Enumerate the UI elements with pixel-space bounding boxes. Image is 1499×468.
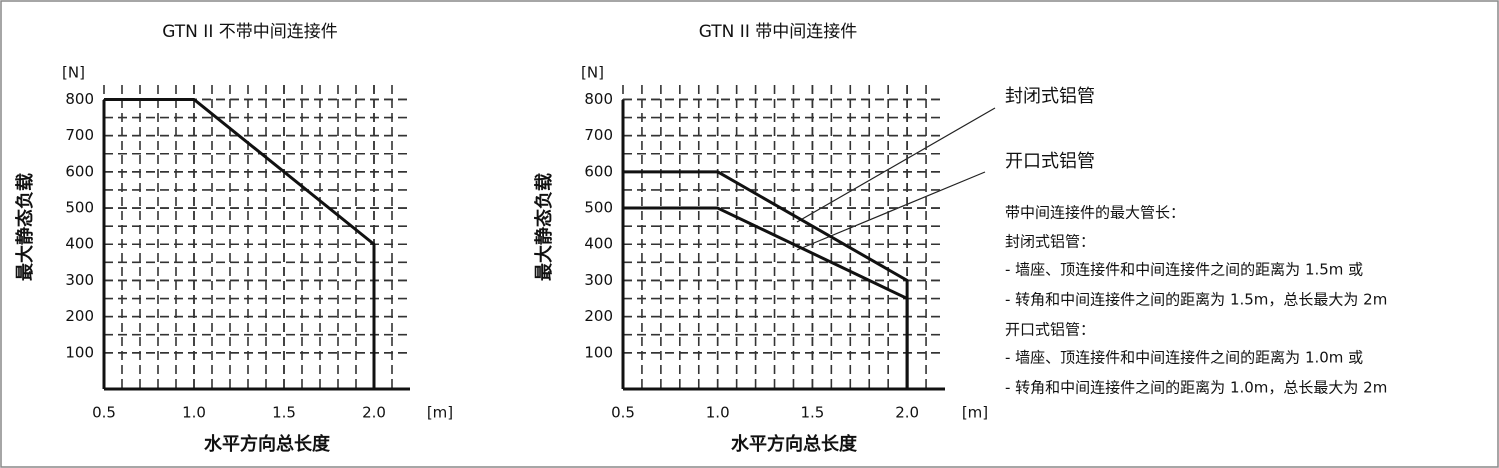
note-line: 开口式铝管： bbox=[1005, 321, 1095, 339]
y-tick-label: 700 bbox=[584, 126, 613, 144]
x-tick-label: 0.5 bbox=[92, 404, 116, 422]
y-tick-label: 400 bbox=[584, 235, 613, 253]
y-tick-label: 800 bbox=[584, 90, 613, 108]
y-tick-label: 600 bbox=[584, 162, 613, 180]
y-unit: [N] bbox=[581, 64, 604, 82]
y-tick-label: 500 bbox=[65, 199, 94, 217]
y-tick-label: 300 bbox=[584, 271, 613, 289]
chart-title: GTN II 不带中间连接件 bbox=[162, 22, 338, 42]
note-line: 带中间连接件的最大管长： bbox=[1005, 204, 1185, 222]
x-unit: [m] bbox=[427, 404, 453, 422]
leader-line bbox=[796, 107, 996, 223]
chart-title: GTN II 带中间连接件 bbox=[699, 22, 858, 42]
y-tick-label: 700 bbox=[65, 126, 94, 144]
y-axis-label: 最大静态负载 bbox=[14, 173, 36, 281]
y-unit: [N] bbox=[62, 64, 85, 82]
x-tick-label: 1.5 bbox=[272, 404, 296, 422]
note-line: - 转角和中间连接件之间的距离为 1.5m，总长最大为 2m bbox=[1005, 291, 1387, 309]
y-tick-label: 500 bbox=[584, 199, 613, 217]
x-axis-label: 水平方向总长度 bbox=[731, 433, 858, 455]
y-tick-label: 600 bbox=[65, 162, 94, 180]
x-tick-label: 1.5 bbox=[800, 404, 824, 422]
series-line bbox=[623, 206, 909, 389]
x-axis-label: 水平方向总长度 bbox=[204, 433, 331, 455]
note-line: - 转角和中间连接件之间的距离为 1.0m，总长最大为 2m bbox=[1005, 379, 1387, 397]
legend-label: 开口式铝管 bbox=[1005, 151, 1095, 172]
note-line: - 墙座、顶连接件和中间连接件之间的距离为 1.5m 或 bbox=[1005, 261, 1363, 279]
note-line: 封闭式铝管： bbox=[1005, 233, 1095, 251]
y-tick-label: 200 bbox=[65, 307, 94, 325]
y-tick-label: 200 bbox=[584, 307, 613, 325]
x-tick-label: 0.5 bbox=[611, 404, 635, 422]
leader-line bbox=[796, 171, 986, 251]
x-tick-label: 1.0 bbox=[706, 404, 730, 422]
y-tick-label: 400 bbox=[65, 235, 94, 253]
series-line bbox=[104, 97, 376, 389]
x-tick-label: 2.0 bbox=[362, 404, 386, 422]
legend-label: 封闭式铝管 bbox=[1005, 86, 1095, 107]
x-unit: [m] bbox=[962, 404, 988, 422]
y-axis-label: 最大静态负载 bbox=[533, 173, 555, 281]
x-tick-label: 2.0 bbox=[895, 404, 919, 422]
y-tick-label: 800 bbox=[65, 90, 94, 108]
x-tick-label: 1.0 bbox=[182, 404, 206, 422]
note-line: - 墙座、顶连接件和中间连接件之间的距离为 1.0m 或 bbox=[1005, 349, 1363, 367]
y-tick-label: 100 bbox=[65, 343, 94, 361]
y-tick-label: 300 bbox=[65, 271, 94, 289]
y-tick-label: 100 bbox=[584, 343, 613, 361]
